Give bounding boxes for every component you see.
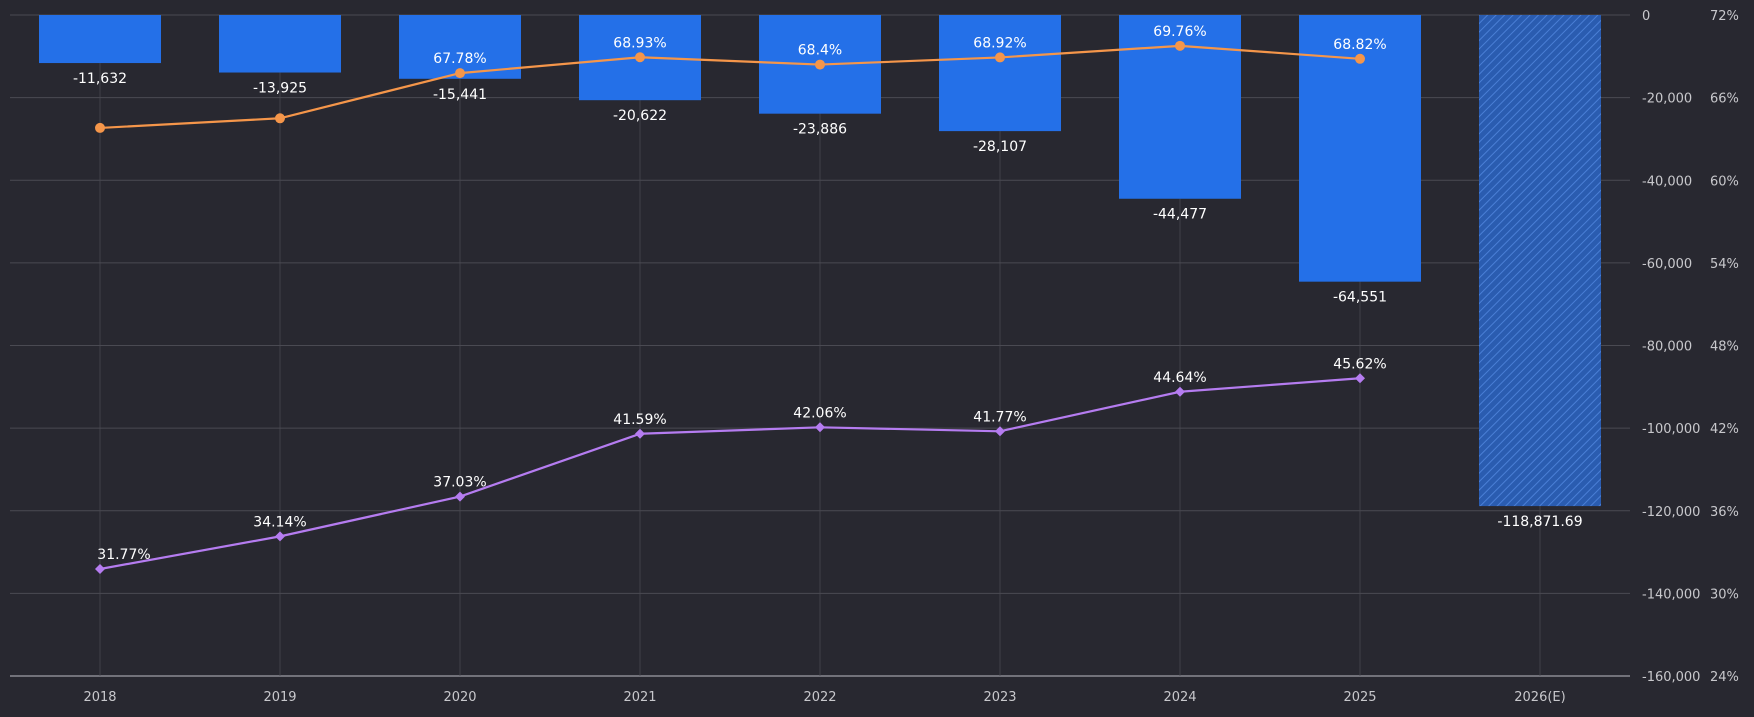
series-2-point: [95, 564, 105, 575]
right-axis-tick-label: 30%: [1710, 587, 1739, 602]
series-1-data-label: 69.76%: [1153, 24, 1206, 40]
series-2-data-label: 34.14%: [253, 514, 306, 530]
series-2-data-label: 41.77%: [973, 409, 1026, 425]
x-axis-tick-label: 2018: [83, 690, 116, 705]
left-axis-tick-label: -60,000: [1642, 257, 1692, 272]
series-line-2: [99, 377, 1361, 571]
x-axis-tick-label: 2025: [1343, 690, 1376, 705]
left-axis-tick-label: -140,000: [1642, 587, 1700, 602]
series-2-point: [275, 531, 285, 542]
bar-data-label: -11,632: [73, 71, 127, 87]
series-2-data-label: 31.77%: [97, 547, 150, 563]
bar-data-label: -20,622: [613, 108, 667, 124]
bar-data-label: -13,925: [253, 81, 307, 97]
right-axis-tick-label: 72%: [1710, 9, 1739, 24]
x-axis-tick-label: 2020: [443, 690, 476, 705]
bar: [939, 15, 1061, 132]
bar-data-label: -15,441: [433, 87, 487, 103]
x-axis-tick-label: 2021: [623, 690, 656, 705]
x-axis-tick-label: 2019: [263, 690, 296, 705]
series-1-point: [815, 59, 825, 70]
right-axis-tick-label: 48%: [1710, 340, 1739, 355]
bar-data-label: -23,886: [793, 122, 847, 138]
series-1-data-label: 67.78%: [433, 51, 486, 67]
series-2-point: [995, 426, 1005, 437]
bar: [219, 15, 341, 73]
x-axis-tick-label: 2023: [983, 690, 1016, 705]
series-2-data-label: 45.62%: [1333, 356, 1386, 372]
series-2-data-label: 37.03%: [433, 475, 486, 491]
bar-data-label: -64,551: [1333, 290, 1387, 306]
x-axis-tick-label: 2024: [1163, 690, 1196, 705]
right-axis-tick-label: 36%: [1710, 505, 1739, 520]
right-axis-tick-label: 54%: [1710, 257, 1739, 272]
series-1-point: [1355, 53, 1365, 64]
series-2-point: [1355, 373, 1365, 384]
series-1-point: [455, 68, 465, 79]
left-axis-tick-label: 0: [1642, 9, 1650, 24]
bar-data-label: -28,107: [973, 139, 1027, 155]
bar-data-label: -44,477: [1153, 207, 1207, 223]
series-2-point: [1175, 386, 1185, 397]
bar-data-label: -118,871.69: [1497, 514, 1582, 530]
right-axis-tick-label: 42%: [1710, 422, 1739, 437]
series-1-data-label: 68.82%: [1333, 37, 1386, 53]
series-1-data-label: 68.4%: [798, 43, 842, 59]
series-1-point: [995, 52, 1005, 63]
series-2-data-label: 41.59%: [613, 412, 666, 428]
left-axis-tick-label: -120,000: [1642, 505, 1700, 520]
series-2-point: [635, 428, 645, 439]
estimated-bar: [1479, 15, 1601, 507]
series-2-point: [815, 422, 825, 433]
series-line-1: [99, 44, 1361, 130]
bar: [39, 15, 161, 64]
series-2-point: [455, 491, 465, 502]
series-1-point: [95, 122, 105, 133]
right-axis-tick-label: 60%: [1710, 174, 1739, 189]
x-axis-tick-label: 2026(E): [1514, 690, 1565, 705]
series-2-data-label: 44.64%: [1153, 370, 1206, 386]
left-axis-tick-label: -40,000: [1642, 174, 1692, 189]
left-axis-tick-label: -160,000: [1642, 670, 1700, 685]
x-axis-tick-label: 2022: [803, 690, 836, 705]
series-1-data-label: 68.92%: [973, 35, 1026, 51]
series-2-data-label: 42.06%: [793, 405, 846, 421]
series-1-data-label: 68.93%: [613, 35, 666, 51]
left-axis-tick-label: -100,000: [1642, 422, 1700, 437]
right-axis-tick-label: 66%: [1710, 92, 1739, 107]
series-1-point: [635, 52, 645, 63]
left-axis-tick-label: -80,000: [1642, 340, 1692, 355]
left-axis-tick-label: -20,000: [1642, 92, 1692, 107]
series-1-point: [275, 113, 285, 124]
right-axis-tick-label: 24%: [1710, 670, 1739, 685]
series-1-point: [1175, 40, 1185, 51]
